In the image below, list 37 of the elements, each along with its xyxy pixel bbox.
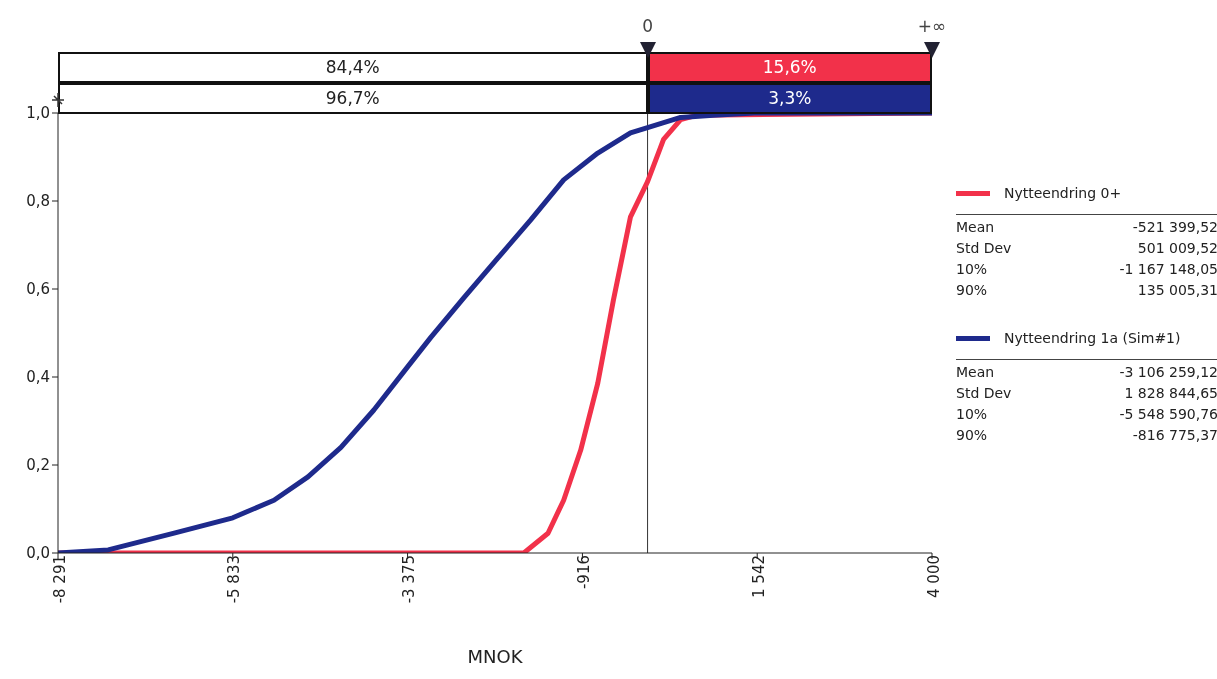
- text: 96,7%: [58, 83, 648, 114]
- y-tick-label: 0,4: [26, 368, 50, 387]
- text: Mean: [956, 364, 995, 382]
- text: -521 399,52: [1132, 219, 1217, 237]
- text: -3 106 259,12: [1119, 364, 1217, 382]
- legend-label: Nytteendring 0+: [1004, 185, 1122, 201]
- text: 15,6%: [647, 52, 932, 83]
- x-tick-label: -5 833: [225, 555, 244, 604]
- text: 10%: [956, 261, 988, 279]
- text: Std Dev: [956, 385, 1012, 403]
- text: Std Dev: [956, 240, 1012, 258]
- text: +∞: [916, 16, 948, 36]
- x-tick-label: -916: [575, 555, 594, 590]
- text: Mean: [956, 219, 995, 237]
- x-axis-title: MNOK: [467, 646, 524, 667]
- text: 90%: [956, 282, 988, 300]
- y-tick-label: 0,6: [26, 280, 50, 299]
- text: 1 828 844,65: [1124, 385, 1217, 403]
- text: 135 005,31: [1137, 282, 1217, 300]
- x-tick-label: -3 375: [400, 555, 419, 604]
- x-tick-label: 1 542: [749, 555, 768, 598]
- text: 0: [641, 16, 654, 36]
- x-tick-label: -8 291: [50, 555, 69, 604]
- y-tick-label: 0,2: [26, 456, 50, 475]
- text: 10%: [956, 406, 988, 424]
- y-tick-label: 1,0: [26, 104, 50, 123]
- text: -1 167 148,05: [1119, 261, 1217, 279]
- y-tick-label: 0,8: [26, 192, 50, 211]
- text: 90%: [956, 427, 988, 445]
- text: -816 775,37: [1132, 427, 1217, 445]
- text: 3,3%: [647, 83, 932, 114]
- legend-label: Nytteendring 1a (Sim#1): [1004, 330, 1181, 346]
- y-tick-label: 0,0: [26, 544, 50, 563]
- x-tick-label: 4 000: [924, 555, 943, 598]
- text: 84,4%: [58, 52, 648, 83]
- text: -5 548 590,76: [1119, 406, 1217, 424]
- text: 501 009,52: [1137, 240, 1217, 258]
